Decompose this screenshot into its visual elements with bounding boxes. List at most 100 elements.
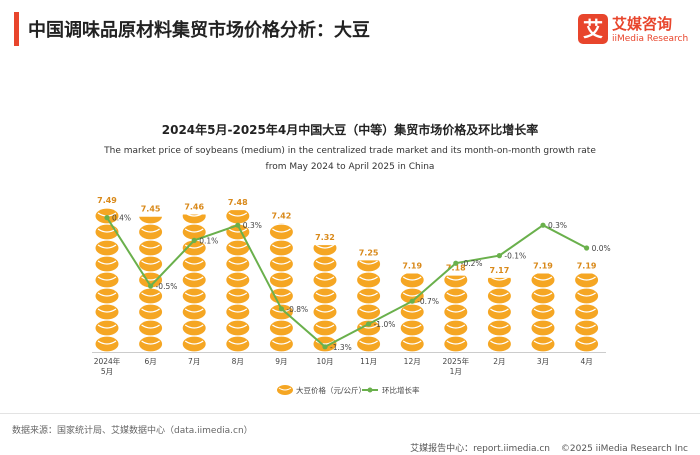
price-label: 7.19 (402, 261, 422, 270)
growth-label: -0.7% (417, 297, 439, 306)
iimedia-logo: 艾 艾媒咨询 iiMedia Research (578, 12, 698, 52)
growth-point (148, 283, 154, 289)
price-bar (357, 260, 381, 352)
soybean-icon (444, 336, 468, 352)
price-bar (531, 273, 555, 352)
soybean-icon (95, 272, 119, 288)
growth-point (496, 253, 502, 259)
soybean-icon (95, 304, 119, 320)
soybean-icon (182, 320, 206, 336)
x-tick-label: 10月 (316, 357, 333, 366)
price-label: 7.18 (446, 264, 466, 273)
soybean-icon (444, 275, 468, 288)
x-tick-label: 5月 (101, 367, 113, 376)
soybean-icon (139, 288, 163, 304)
price-label: 7.19 (577, 261, 597, 270)
growth-point (235, 222, 241, 228)
soybean-icon (95, 256, 119, 272)
soybean-icon (226, 256, 250, 272)
chart-subtitle-line1: The market price of soybeans (medium) in… (104, 146, 596, 156)
soybean-icon (487, 288, 511, 304)
soybean-icon (357, 260, 381, 272)
growth-point (322, 344, 328, 350)
soybean-icon (400, 336, 424, 352)
soybean-icon (575, 336, 599, 352)
growth-point (278, 306, 284, 312)
soybean-icon (182, 304, 206, 320)
soybean-icon (269, 304, 293, 320)
soybean-icon (313, 304, 337, 320)
price-label: 7.42 (272, 211, 292, 220)
price-bar (487, 277, 511, 352)
soybean-icon (182, 214, 206, 224)
title-accent-bar (14, 12, 19, 46)
soybean-icon (95, 240, 119, 256)
growth-label: 0.0% (592, 244, 611, 253)
soybean-icon (139, 240, 163, 256)
soybean-icon (269, 288, 293, 304)
soybean-icon (313, 245, 337, 256)
soybean-icon (575, 288, 599, 304)
x-tick-label: 1月 (450, 367, 462, 376)
soybean-icon (226, 320, 250, 336)
soybean-icon (575, 273, 599, 288)
soybean-icon (226, 210, 250, 224)
growth-label: 0.1% (199, 236, 218, 245)
soybean-icon (226, 336, 250, 352)
soybean-icon (313, 272, 337, 288)
copyright: ©2025 iiMedia Research Inc (560, 444, 688, 454)
soybean-icon (269, 224, 293, 240)
price-bar (444, 275, 468, 352)
soybean-icon (269, 320, 293, 336)
soybean-icon (139, 256, 163, 272)
soybean-icon (357, 320, 381, 336)
soybean-icon (95, 288, 119, 304)
soybean-icon (226, 272, 250, 288)
x-tick-label: 11月 (360, 357, 377, 366)
price-bar (313, 245, 337, 352)
x-tick-label: 12月 (404, 357, 421, 366)
soybean-icon (139, 304, 163, 320)
soybean-icon (487, 304, 511, 320)
x-tick-label: 6月 (144, 357, 156, 366)
growth-label: 0.3% (243, 221, 262, 230)
soybean-icon (400, 320, 424, 336)
price-bar (139, 216, 163, 352)
footer-right: 艾媒报告中心：report.iimedia.cn ©2025 iiMedia R… (402, 441, 688, 454)
footer-divider (0, 413, 700, 414)
x-tick-label: 2月 (493, 357, 505, 366)
logo-name-cn: 艾媒咨询 (612, 15, 673, 33)
report-center-link[interactable]: 艾媒报告中心：report.iimedia.cn (410, 444, 551, 454)
soybean-icon (313, 288, 337, 304)
soybean-icon (269, 256, 293, 272)
soybean-icon (531, 320, 555, 336)
growth-label: 0.4% (112, 214, 131, 223)
data-source: 数据来源：国家统计局、艾媒数据中心（data.iimedia.cn） (12, 426, 253, 436)
price-label: 7.17 (490, 266, 510, 275)
growth-point (540, 222, 546, 228)
soybean-icon (139, 320, 163, 336)
growth-label: -0.5% (156, 282, 178, 291)
growth-point (584, 245, 590, 251)
soybean-icon (444, 304, 468, 320)
logo-name-en: iiMedia Research (612, 34, 689, 44)
growth-label: -1.0% (374, 320, 396, 329)
x-tick-label: 3月 (537, 357, 549, 366)
soybean-icon (487, 277, 511, 288)
x-tick-label: 2024年 (94, 356, 121, 366)
soybean-icon (95, 320, 119, 336)
price-label: 7.32 (315, 233, 335, 242)
soybean-icon (444, 288, 468, 304)
soybean-icon (400, 304, 424, 320)
page-title: 中国调味品原材料集贸市场价格分析：大豆 (28, 20, 370, 41)
growth-point (366, 321, 372, 327)
legend: 大豆价格（元/公斤） 环比增长率 (277, 385, 420, 395)
soybean-icon (182, 272, 206, 288)
growth-label: -0.8% (286, 305, 308, 314)
soybean-icon (95, 336, 119, 352)
soybean-icon (269, 272, 293, 288)
soybean-icon (269, 336, 293, 352)
soybean-icon (531, 304, 555, 320)
price-label: 7.45 (141, 205, 161, 214)
soybean-icon (313, 256, 337, 272)
